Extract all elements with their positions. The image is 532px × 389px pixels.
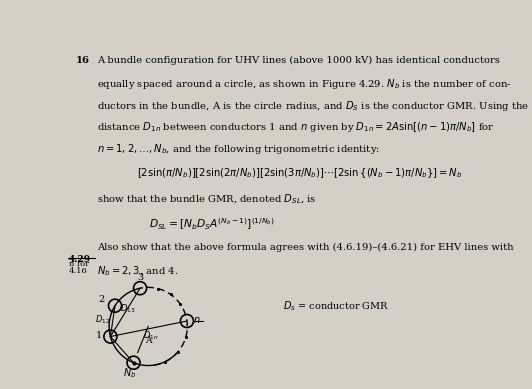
Text: ductors in the bundle, A is the circle radius, and $D_S$ is the conductor GMR. U: ductors in the bundle, A is the circle r… xyxy=(97,99,530,113)
Text: $[2\sin(\pi/N_b)][2\sin(2\pi/N_b)][2\sin(3\pi/N_b)]\cdots[2\sin\{(N_b-1)\pi/N_b\: $[2\sin(\pi/N_b)][2\sin(2\pi/N_b)][2\sin… xyxy=(137,166,462,180)
Text: n for: n for xyxy=(69,260,89,268)
Text: A bundle configuration for UHV lines (above 1000 kV) has identical conductors: A bundle configuration for UHV lines (ab… xyxy=(97,56,500,65)
Text: $D_{SL} = [N_b D_S A^{(N_b-1)}]^{(1/N_b)}$: $D_{SL} = [N_b D_S A^{(N_b-1)}]^{(1/N_b)… xyxy=(149,216,275,232)
Text: 2: 2 xyxy=(98,295,104,304)
Text: $D_{1n}$: $D_{1n}$ xyxy=(143,330,158,342)
Text: show that the bundle GMR, denoted $D_{SL}$, is: show that the bundle GMR, denoted $D_{SL… xyxy=(97,193,317,207)
Text: $N_b = 2, 3$, and 4.: $N_b = 2, 3$, and 4. xyxy=(97,265,179,279)
Text: $N_b$: $N_b$ xyxy=(123,366,136,380)
Text: 3: 3 xyxy=(137,273,143,282)
Text: distance $D_{1n}$ between conductors 1 and $n$ given by $D_{1n} = 2A\sin[(n-1)\p: distance $D_{1n}$ between conductors 1 a… xyxy=(97,120,495,134)
Text: Also show that the above formula agrees with (4.6.19)–(4.6.21) for EHV lines wit: Also show that the above formula agrees … xyxy=(97,243,514,252)
Text: 1: 1 xyxy=(96,331,102,340)
Text: A: A xyxy=(145,336,152,345)
Text: $D_{12}$: $D_{12}$ xyxy=(95,314,110,326)
Text: $D_{13}$: $D_{13}$ xyxy=(120,302,136,315)
Text: $D_s$ = conductor GMR: $D_s$ = conductor GMR xyxy=(283,299,389,313)
Text: equally spaced around a circle, as shown in Figure 4.29. $N_b$ is the number of : equally spaced around a circle, as shown… xyxy=(97,77,512,91)
Text: 16: 16 xyxy=(76,56,89,65)
Text: 4.29: 4.29 xyxy=(69,255,90,264)
Text: 4.16: 4.16 xyxy=(69,267,87,275)
Text: $n$: $n$ xyxy=(193,315,201,325)
Text: $n = 1, 2, \ldots, N_b$, and the following trigonometric identity:: $n = 1, 2, \ldots, N_b$, and the followi… xyxy=(97,142,380,156)
